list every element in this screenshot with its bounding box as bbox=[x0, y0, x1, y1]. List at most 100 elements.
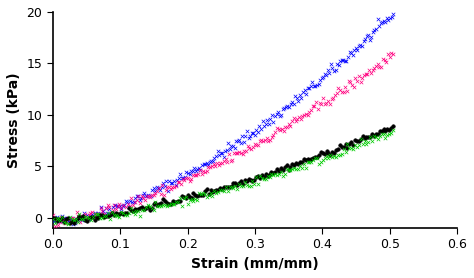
Point bbox=[153, 189, 161, 193]
Point bbox=[301, 113, 308, 118]
Point bbox=[347, 50, 355, 55]
Point bbox=[136, 201, 144, 205]
Point bbox=[377, 21, 384, 25]
Point bbox=[171, 185, 178, 189]
Point bbox=[319, 158, 327, 162]
Point bbox=[64, 218, 72, 223]
Point bbox=[255, 124, 263, 129]
Point bbox=[163, 203, 171, 208]
Point bbox=[277, 113, 285, 117]
Point bbox=[100, 214, 108, 219]
Point bbox=[200, 168, 207, 173]
Point bbox=[213, 161, 221, 166]
Point bbox=[121, 210, 129, 215]
Point bbox=[95, 211, 102, 216]
Point bbox=[323, 149, 330, 153]
Point bbox=[64, 215, 72, 220]
Point bbox=[155, 201, 163, 206]
Point bbox=[206, 164, 214, 169]
Point bbox=[362, 72, 370, 76]
Point bbox=[276, 128, 284, 133]
Point bbox=[200, 162, 207, 166]
Point bbox=[296, 93, 304, 97]
Point bbox=[74, 216, 82, 220]
Point bbox=[144, 205, 152, 210]
Point bbox=[281, 172, 289, 177]
Point bbox=[238, 134, 246, 138]
Point bbox=[246, 133, 254, 138]
Point bbox=[363, 142, 370, 146]
Point bbox=[387, 126, 395, 130]
Point bbox=[380, 132, 387, 136]
Point bbox=[188, 197, 195, 202]
Point bbox=[261, 138, 269, 143]
Point bbox=[359, 133, 366, 138]
Point bbox=[108, 210, 116, 214]
Point bbox=[351, 143, 359, 147]
Point bbox=[138, 205, 146, 209]
Point bbox=[360, 39, 367, 43]
Point bbox=[247, 178, 255, 183]
Point bbox=[125, 206, 133, 210]
Point bbox=[142, 206, 150, 210]
Point bbox=[311, 154, 319, 159]
Point bbox=[169, 185, 176, 189]
Point bbox=[299, 114, 306, 118]
Point bbox=[243, 179, 250, 183]
Point bbox=[327, 62, 335, 66]
Point bbox=[73, 210, 81, 215]
Point bbox=[173, 200, 180, 205]
Point bbox=[114, 214, 121, 219]
Point bbox=[310, 156, 317, 161]
Point bbox=[211, 164, 219, 168]
Point bbox=[314, 106, 322, 111]
Point bbox=[80, 216, 87, 220]
Point bbox=[285, 168, 292, 173]
Point bbox=[129, 209, 137, 214]
Point bbox=[146, 203, 154, 208]
Point bbox=[153, 185, 161, 189]
Point bbox=[376, 133, 383, 138]
Point bbox=[273, 167, 281, 171]
Point bbox=[298, 166, 306, 170]
Point bbox=[83, 215, 91, 220]
Point bbox=[372, 131, 380, 136]
Point bbox=[279, 173, 287, 178]
Point bbox=[385, 128, 393, 132]
Point bbox=[368, 132, 376, 136]
Point bbox=[338, 90, 346, 95]
Point bbox=[93, 214, 100, 219]
Point bbox=[367, 71, 374, 76]
Point bbox=[381, 58, 388, 62]
Point bbox=[340, 145, 347, 149]
Point bbox=[349, 143, 357, 147]
Point bbox=[129, 203, 137, 208]
Point bbox=[321, 156, 328, 160]
Point bbox=[378, 20, 386, 24]
Point bbox=[105, 207, 112, 211]
Point bbox=[197, 192, 205, 197]
Point bbox=[232, 139, 240, 143]
Point bbox=[383, 16, 391, 20]
Point bbox=[371, 66, 378, 70]
Point bbox=[270, 173, 277, 177]
Point bbox=[264, 118, 271, 122]
Point bbox=[62, 221, 70, 225]
Point bbox=[245, 177, 252, 181]
Point bbox=[91, 218, 99, 222]
Point bbox=[169, 180, 176, 185]
Point bbox=[190, 199, 197, 203]
Point bbox=[148, 188, 156, 192]
Point bbox=[388, 51, 395, 55]
Point bbox=[186, 172, 193, 176]
Point bbox=[100, 212, 108, 217]
Point bbox=[167, 180, 175, 185]
Point bbox=[300, 162, 308, 167]
Point bbox=[251, 142, 258, 146]
Point bbox=[76, 212, 83, 216]
Point bbox=[137, 213, 144, 218]
Point bbox=[78, 216, 85, 221]
Point bbox=[386, 15, 394, 20]
Point bbox=[88, 210, 96, 214]
Point bbox=[133, 194, 140, 198]
